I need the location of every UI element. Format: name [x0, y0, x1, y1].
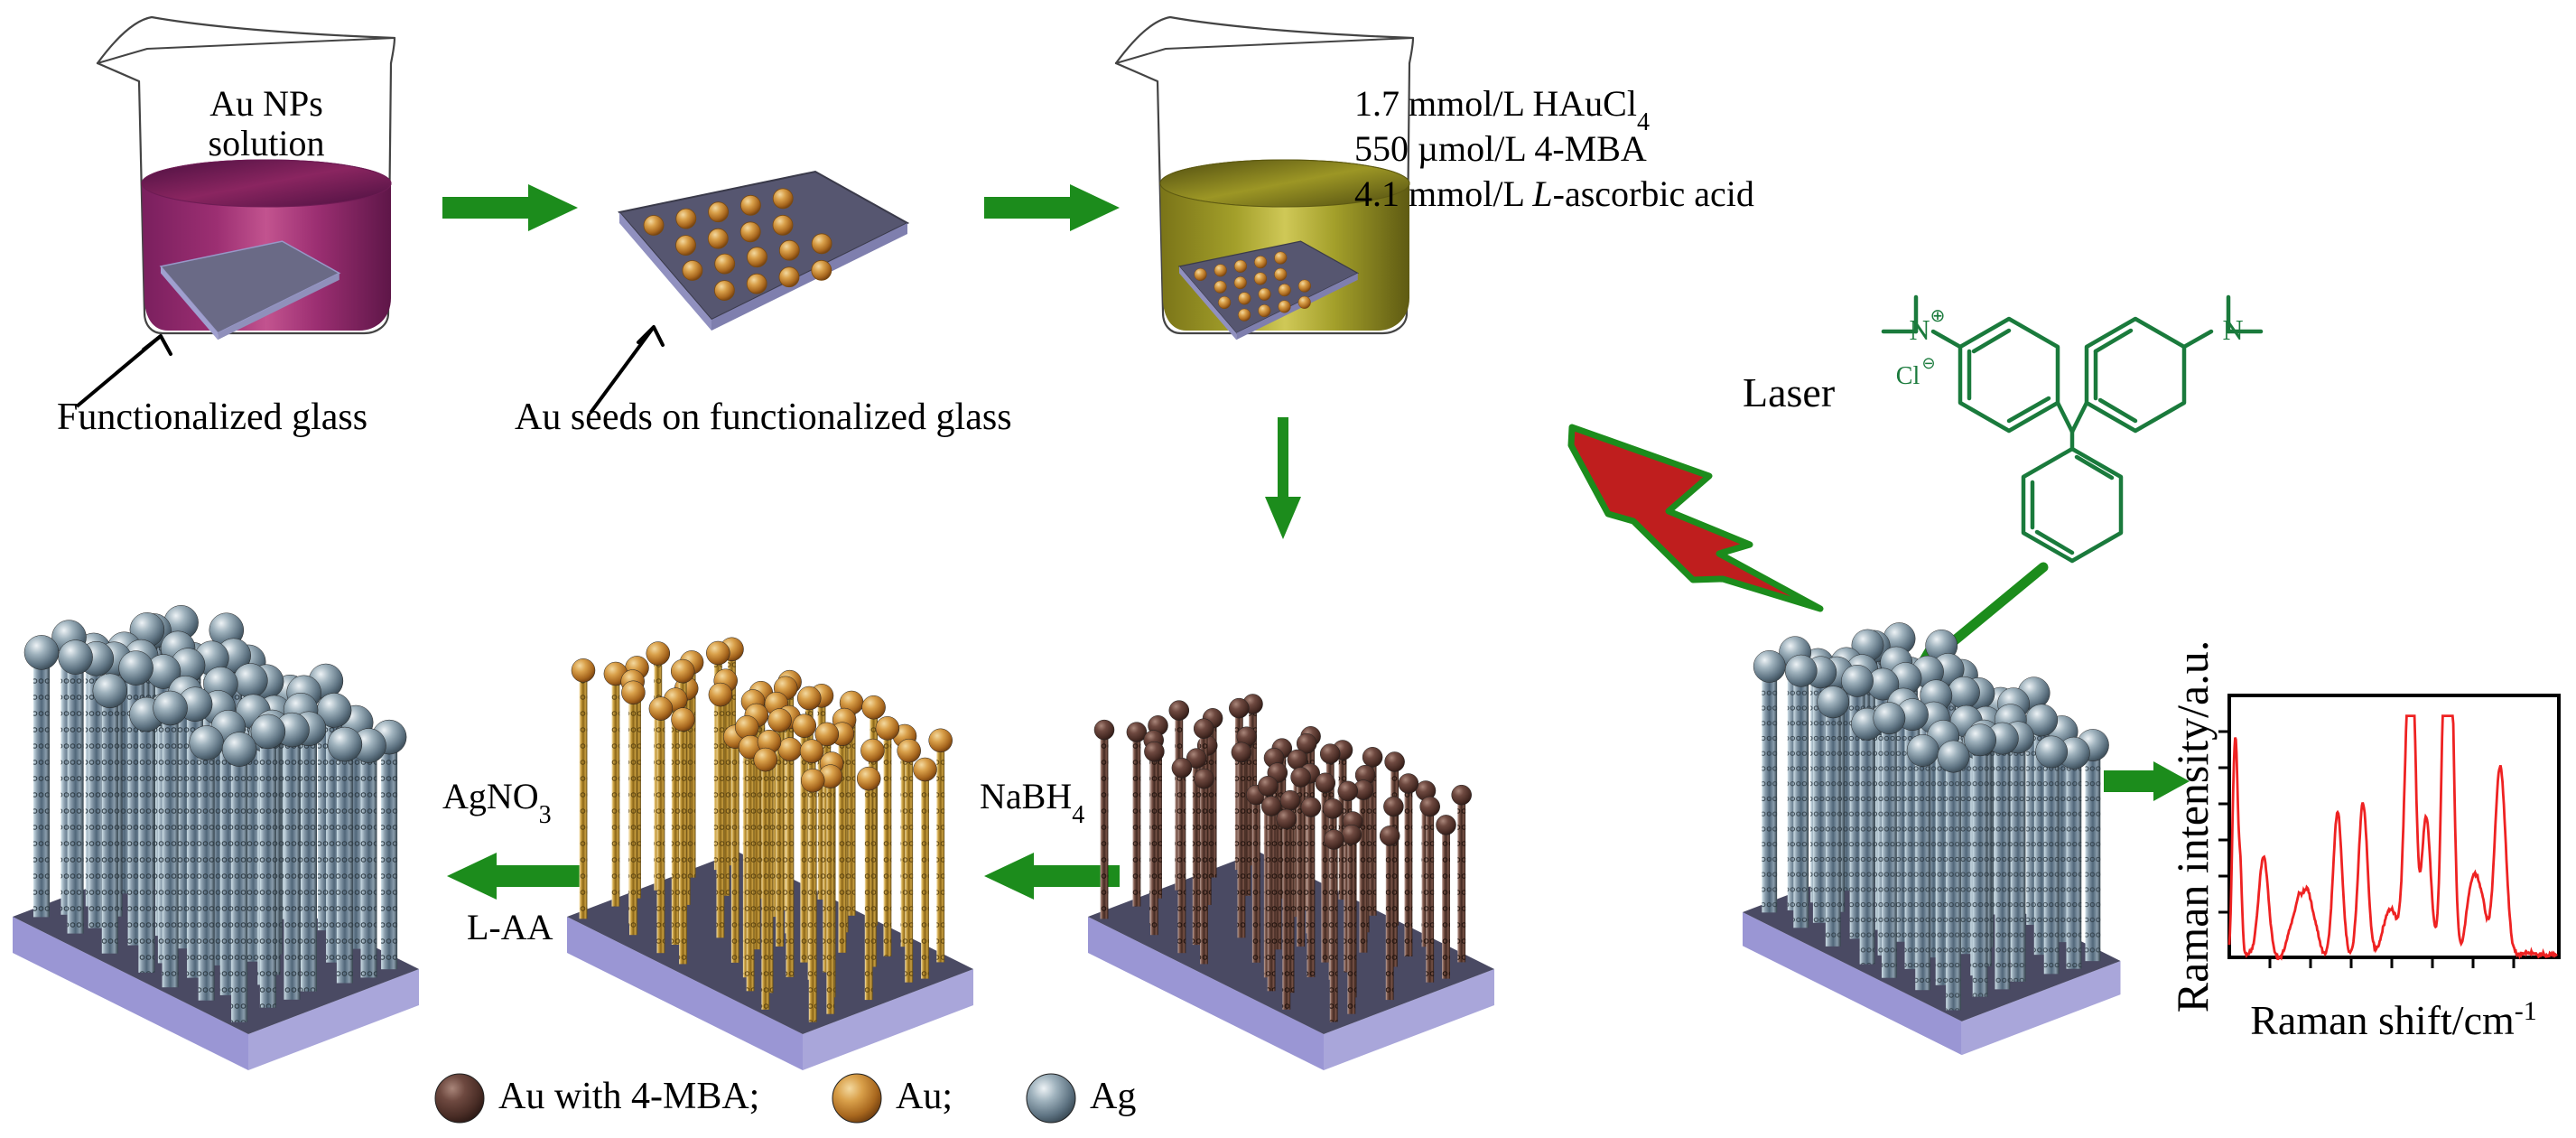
svg-text:Functionalized glass: Functionalized glass	[57, 396, 367, 438]
svg-text:Laser: Laser	[1743, 369, 1835, 415]
svg-text:4.1 mmol/L L-ascorbic acid: 4.1 mmol/L L-ascorbic acid	[1354, 173, 1754, 214]
svg-text:NaBH4: NaBH4	[980, 776, 1084, 829]
svg-text:Raman shift/cm-1: Raman shift/cm-1	[2250, 996, 2537, 1044]
svg-text:N: N	[1909, 313, 1930, 346]
svg-text:Au with 4-MBA;: Au with 4-MBA;	[498, 1076, 759, 1117]
svg-text:AgNO3: AgNO3	[442, 776, 552, 829]
svg-text:N: N	[2222, 313, 2243, 346]
svg-text:Au;: Au;	[896, 1076, 953, 1117]
svg-text:550 µmol/L 4-MBA: 550 µmol/L 4-MBA	[1354, 128, 1647, 169]
svg-text:⊕: ⊕	[1930, 306, 1946, 326]
svg-text:Au seeds on functionalized gla: Au seeds on functionalized glass	[515, 396, 1012, 438]
svg-text:Cl: Cl	[1896, 362, 1920, 390]
svg-text:Raman intensity/a.u.: Raman intensity/a.u.	[2167, 640, 2218, 1012]
svg-text:Ag: Ag	[1090, 1076, 1136, 1117]
svg-text:solution: solution	[209, 123, 325, 163]
svg-text:Au NPs: Au NPs	[209, 83, 323, 124]
svg-text:L-AA: L-AA	[467, 907, 553, 947]
svg-text:⊖: ⊖	[1921, 354, 1935, 372]
